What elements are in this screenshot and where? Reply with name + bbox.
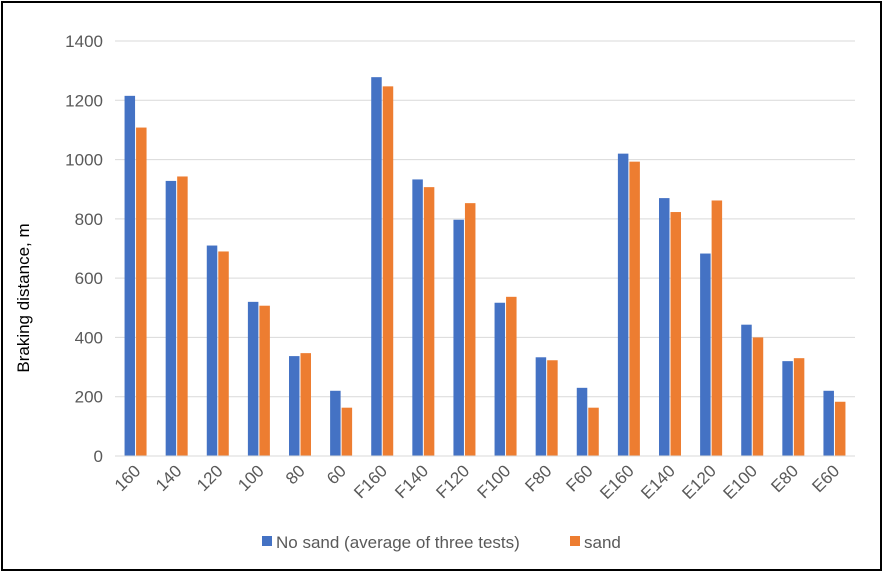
x-tick-label: 140 <box>152 461 185 494</box>
bar-no-sand-f160 <box>371 77 382 457</box>
y-tick-label: 0 <box>94 447 103 466</box>
y-tick-label: 400 <box>75 328 103 347</box>
x-tick-label: F80 <box>521 461 555 495</box>
bar-sand-f60 <box>588 407 599 456</box>
x-tick-label: E80 <box>767 461 802 496</box>
x-axis-ticks: 160 140 120 100 80 60 F160 F140 F120 F100 F80 F60 E1… <box>111 461 843 503</box>
x-tick-label: E60 <box>808 461 843 496</box>
bar-no-sand-f120 <box>453 219 464 456</box>
bar-no-sand-140 <box>165 180 177 456</box>
y-axis-ticks: 0 200 400 600 800 1000 1200 1400 <box>65 32 103 466</box>
x-tick-label: F160 <box>350 461 391 502</box>
bar-sand-140 <box>177 176 188 457</box>
y-tick-label: 200 <box>75 388 103 407</box>
bar-no-sand-80 <box>289 356 300 456</box>
x-tick-label: 80 <box>282 461 309 488</box>
bar-sand-f80 <box>547 360 558 456</box>
gridlines <box>115 40 855 398</box>
bar-sand-e120 <box>711 200 723 456</box>
bar-no-sand-e120 <box>700 253 711 456</box>
bar-no-sand-60 <box>330 390 341 456</box>
bar-no-sand-120 <box>206 245 218 456</box>
bar-sand-f140 <box>423 187 435 456</box>
x-tick-label: E160 <box>596 461 638 503</box>
bar-sand-f120 <box>464 203 476 456</box>
bar-no-sand-e140 <box>659 198 670 456</box>
x-tick-label: E100 <box>720 461 762 503</box>
bar-sand-80 <box>300 353 311 456</box>
legend-swatch-sand <box>570 536 580 546</box>
x-tick-label: 60 <box>323 461 350 488</box>
x-tick-label: F60 <box>562 461 596 495</box>
bar-no-sand-f100 <box>494 302 506 456</box>
bar-sand-f100 <box>506 296 517 456</box>
bar-no-sand-f60 <box>576 387 588 456</box>
bar-sand-120 <box>218 251 229 456</box>
y-tick-label: 1200 <box>65 91 103 110</box>
bar-no-sand-e100 <box>741 324 752 456</box>
bar-no-sand-e160 <box>617 153 629 456</box>
bar-sand-f160 <box>382 86 394 456</box>
x-tick-label: F120 <box>432 461 473 502</box>
bar-sand-100 <box>259 305 270 456</box>
legend: No sand (average of three tests) sand <box>262 533 621 552</box>
y-tick-label: 1000 <box>65 151 103 170</box>
bar-no-sand-e80 <box>782 361 793 456</box>
x-tick-label: F100 <box>474 461 515 502</box>
bar-no-sand-160 <box>124 95 136 456</box>
bar-sand-e160 <box>629 161 640 456</box>
y-axis-label: Braking distance, m <box>14 223 33 372</box>
bar-sand-e80 <box>793 358 805 456</box>
legend-label-sand: sand <box>584 533 621 552</box>
y-tick-label: 800 <box>75 210 103 229</box>
bar-sand-e100 <box>752 337 764 456</box>
x-tick-label: F140 <box>391 461 432 502</box>
bar-sand-e140 <box>670 212 681 456</box>
bar-no-sand-f140 <box>412 179 423 457</box>
x-tick-label: E140 <box>637 461 679 503</box>
y-tick-label: 1400 <box>65 32 103 51</box>
legend-label-no-sand: No sand (average of three tests) <box>276 533 520 552</box>
x-tick-label: E120 <box>678 461 720 503</box>
bar-sand-160 <box>136 127 147 457</box>
bars <box>124 77 846 457</box>
bar-sand-60 <box>341 407 353 456</box>
x-tick-label: 100 <box>234 461 267 494</box>
bar-sand-e60 <box>834 401 846 456</box>
y-tick-label: 600 <box>75 269 103 288</box>
bar-no-sand-100 <box>247 301 259 456</box>
bar-no-sand-f80 <box>535 357 547 456</box>
legend-swatch-no-sand <box>262 536 272 546</box>
x-tick-label: 160 <box>111 461 144 494</box>
bar-no-sand-e60 <box>823 390 834 456</box>
x-tick-label: 120 <box>193 461 226 494</box>
